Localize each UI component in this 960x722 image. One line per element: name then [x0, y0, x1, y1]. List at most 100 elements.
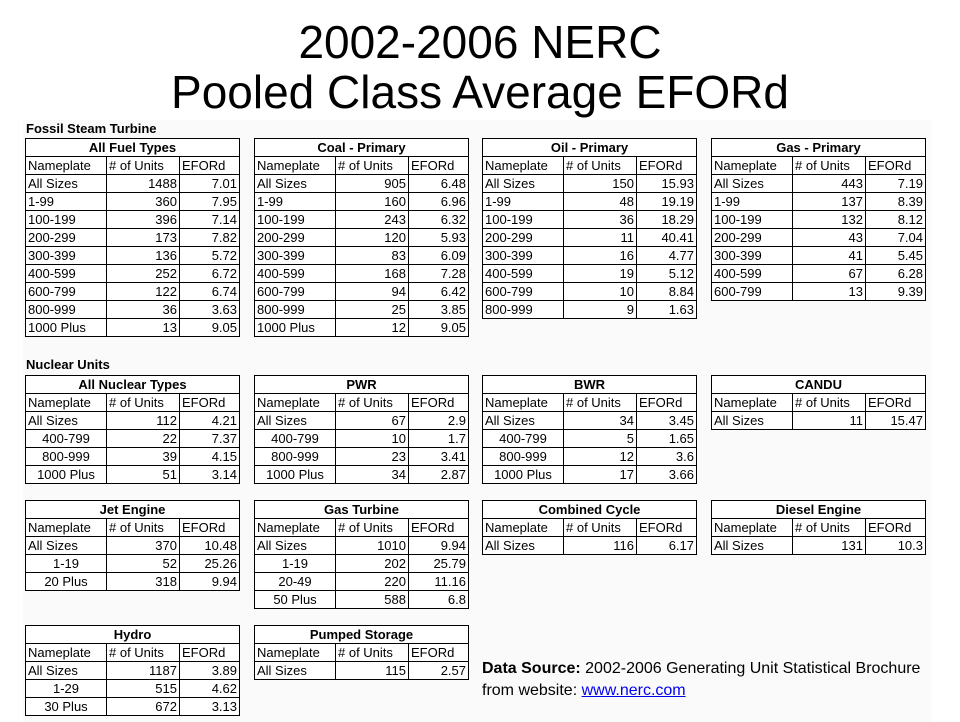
column-header-row: Nameplate # of Units EFORd	[25, 518, 240, 537]
table-cell: 1000 Plus	[25, 318, 107, 337]
column-header: Nameplate	[482, 518, 564, 537]
table-cell: 43	[792, 228, 866, 247]
table-cell: 25.79	[408, 554, 469, 573]
table-row: All Sizes 131 10.3	[711, 536, 926, 555]
table-cell: 100-199	[25, 210, 107, 229]
table-cell: 9	[563, 300, 637, 319]
table-title: BWR	[482, 375, 697, 394]
table-row: 50 Plus 588 6.8	[254, 590, 469, 609]
table-cell: 400-599	[711, 264, 793, 283]
column-header: # of Units	[106, 643, 180, 662]
table-cell: All Sizes	[482, 536, 564, 555]
table-cell: 300-399	[254, 246, 336, 265]
table-cell: 200-299	[711, 228, 793, 247]
table-row: All Sizes 443 7.19	[711, 174, 926, 193]
table-cell: 11	[792, 411, 866, 430]
table-cell: All Sizes	[25, 661, 107, 680]
table-cell: 5.12	[636, 264, 697, 283]
column-header-row: Nameplate # of Units EFORd	[482, 518, 697, 537]
column-header: Nameplate	[25, 156, 107, 175]
table-cell: 7.28	[408, 264, 469, 283]
table-cell: 9.05	[408, 318, 469, 337]
table-cell: 1.7	[408, 429, 469, 448]
column-header: EFORd	[636, 393, 697, 412]
table-cell: 4.77	[636, 246, 697, 265]
table-cell: 1-99	[254, 192, 336, 211]
table-row: 600-799 13 9.39	[711, 282, 926, 301]
table-cell: 5.45	[865, 246, 926, 265]
table-title: All Fuel Types	[25, 138, 240, 157]
page-title-line-2: Pooled Class Average EFORd	[171, 66, 789, 118]
table-cell: 800-999	[25, 447, 107, 466]
table-cell: 13	[792, 282, 866, 301]
table-cell: 4.62	[179, 679, 240, 698]
table-row: All Sizes 116 6.17	[482, 536, 697, 555]
table-cell: 1-19	[254, 554, 336, 573]
column-header: EFORd	[865, 393, 926, 412]
table-row: 800-999 36 3.63	[25, 300, 240, 319]
table-cell: 672	[106, 697, 180, 716]
table-row: 800-999 25 3.85	[254, 300, 469, 319]
table-cell: All Sizes	[711, 411, 793, 430]
table-cell: 396	[106, 210, 180, 229]
table-cell: 200-299	[254, 228, 336, 247]
table-cell: 11	[563, 228, 637, 247]
table-title: Combined Cycle	[482, 500, 697, 519]
table-title: Coal - Primary	[254, 138, 469, 157]
data-table: Combined Cycle Nameplate # of Units EFORd Al…	[482, 500, 697, 555]
table-cell: 137	[792, 192, 866, 211]
table-cell: 515	[106, 679, 180, 698]
column-header: EFORd	[408, 156, 469, 175]
table-row: 600-799 94 6.42	[254, 282, 469, 301]
table-row: 800-999 9 1.63	[482, 300, 697, 319]
table-cell: 300-399	[711, 246, 793, 265]
table-row: 400-799 22 7.37	[25, 429, 240, 448]
table-cell: 100-199	[711, 210, 793, 229]
table-cell: 800-999	[254, 447, 336, 466]
table-title: CANDU	[711, 375, 926, 394]
table-row: 200-299 11 40.41	[482, 228, 697, 247]
nerc-website-link[interactable]: www.nerc.com	[581, 682, 686, 699]
table-title-row: Gas Turbine	[254, 500, 469, 519]
column-header: EFORd	[408, 518, 469, 537]
table-cell: 10	[335, 429, 409, 448]
table-cell: 15.93	[636, 174, 697, 193]
table-title: Gas - Primary	[711, 138, 926, 157]
table-row: 400-799 10 1.7	[254, 429, 469, 448]
table-cell: 3.45	[636, 411, 697, 430]
table-cell: 116	[563, 536, 637, 555]
table-cell: 1187	[106, 661, 180, 680]
table-cell: 100-199	[482, 210, 564, 229]
table-cell: 7.01	[179, 174, 240, 193]
table-cell: 7.19	[865, 174, 926, 193]
table-cell: 360	[106, 192, 180, 211]
column-header: EFORd	[408, 643, 469, 662]
table-row: 800-999 12 3.6	[482, 447, 697, 466]
column-header-row: Nameplate # of Units EFORd	[254, 643, 469, 662]
table-title: Diesel Engine	[711, 500, 926, 519]
table-cell: 5	[563, 429, 637, 448]
table-cell: 9.05	[179, 318, 240, 337]
table-cell: 7.95	[179, 192, 240, 211]
table-title-row: Coal - Primary	[254, 138, 469, 157]
table-title: All Nuclear Types	[25, 375, 240, 394]
table-cell: 6.17	[636, 536, 697, 555]
table-cell: 8.39	[865, 192, 926, 211]
table-row: All Sizes 905 6.48	[254, 174, 469, 193]
table-cell: 13	[106, 318, 180, 337]
table-cell: 83	[335, 246, 409, 265]
table-row: All Sizes 1010 9.94	[254, 536, 469, 555]
table-row: All Sizes 115 2.57	[254, 661, 469, 680]
table-title-row: Hydro	[25, 625, 240, 644]
data-table: BWR Nameplate # of Units EFORd All Sizes 34 3.…	[482, 375, 697, 484]
table-cell: 800-999	[254, 300, 336, 319]
column-header-row: Nameplate # of Units EFORd	[254, 393, 469, 412]
table-cell: 200-299	[25, 228, 107, 247]
data-table: PWR Nameplate # of Units EFORd All Sizes 67 2.…	[254, 375, 469, 484]
column-header: Nameplate	[254, 393, 336, 412]
table-row: 300-399 136 5.72	[25, 246, 240, 265]
column-header-row: Nameplate # of Units EFORd	[254, 156, 469, 175]
column-header: # of Units	[106, 518, 180, 537]
table-cell: All Sizes	[254, 411, 336, 430]
table-row: 100-199 132 8.12	[711, 210, 926, 229]
